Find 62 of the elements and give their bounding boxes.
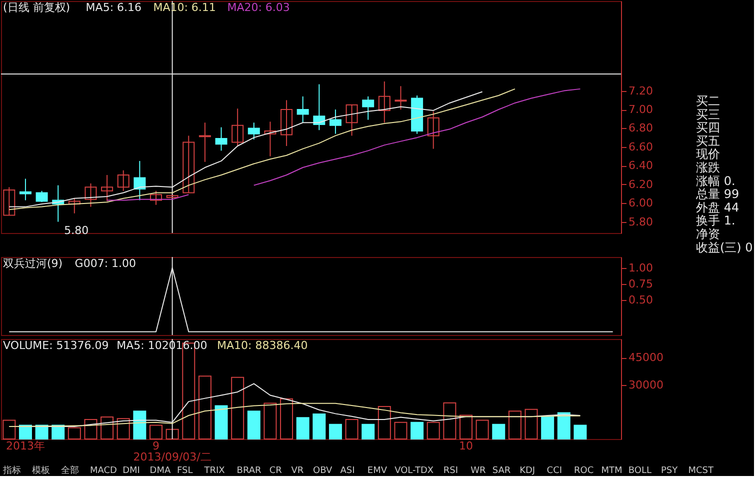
text: 买五 [696,134,720,148]
text: 全部 [61,465,79,476]
y-tick-label: 30000 [628,378,664,392]
y-tick-label: 5.80 [628,215,653,228]
x-tick-label: 2013/09/03/二 [133,450,212,464]
chart-title: VOLUME: 51376.09 [3,339,109,352]
text: 涨幅 0. [696,174,736,188]
y-tick-label: 6.20 [628,178,653,191]
text: CCI [546,466,562,476]
text: MA10: 88386.40 [217,339,308,352]
text: 模板 [32,465,50,476]
y-tick-label: 7.00 [628,103,653,116]
text: 换手 1. [696,214,736,228]
text: MA5: 6.16 [86,1,142,14]
text: TRIX [203,466,225,476]
text: CR [269,466,282,476]
text: 外盘 44 [696,200,740,214]
y-tick-label: 6.40 [628,159,653,172]
text: SAR [492,466,511,476]
y-tick-label: 0.50 [628,293,653,306]
text: 买三 [696,107,720,122]
text: DMA [150,466,172,476]
x-tick-label: 10 [459,440,473,452]
text: KDJ [520,466,536,476]
y-tick-label: 7.20 [628,84,653,98]
text: G007: 1.00 [74,257,136,270]
y-tick-label: 6.00 [628,196,653,210]
y-tick-label: 6.80 [628,122,653,135]
text: 净资 [696,227,720,241]
text: ASI [340,466,355,476]
text: VOL-TDX [394,466,434,476]
text: ROC [574,466,594,476]
x-tick-label: 9 [152,440,160,452]
x-tick-label: 2013年 [6,440,45,452]
text: 总量 99 [695,187,740,202]
text: 现价 [696,147,720,162]
text: MTM [601,466,622,476]
text: PSY [661,466,678,476]
text: 买二 [696,94,720,108]
text: 买四 [696,120,720,135]
text: MACD [90,466,118,476]
annotation: 5.80 [64,224,89,237]
chart-title: (日线 前复权) [3,1,70,14]
y-tick-label: 6.60 [628,140,653,154]
text: VR [291,466,304,476]
y-tick-label: 45000 [628,351,664,364]
text: BRAR [236,466,262,476]
text: MA20: 6.03 [227,1,290,14]
y-tick-label: 0.75 [628,277,653,290]
text: 收益(三) 0 [696,240,753,254]
text: 指标 [2,465,21,476]
text: BOLL [628,466,652,476]
text: DMI [122,466,140,476]
chart-title: 双兵过河(9) [3,257,63,270]
text: MCST [688,466,714,476]
text: OBV [313,466,333,476]
text: WR [470,466,486,476]
text: FSL [177,466,193,476]
text: RSI [443,466,458,476]
y-tick-label: 1.00 [628,261,653,274]
text: 涨跌 [696,160,720,174]
text: EMV [367,466,388,476]
